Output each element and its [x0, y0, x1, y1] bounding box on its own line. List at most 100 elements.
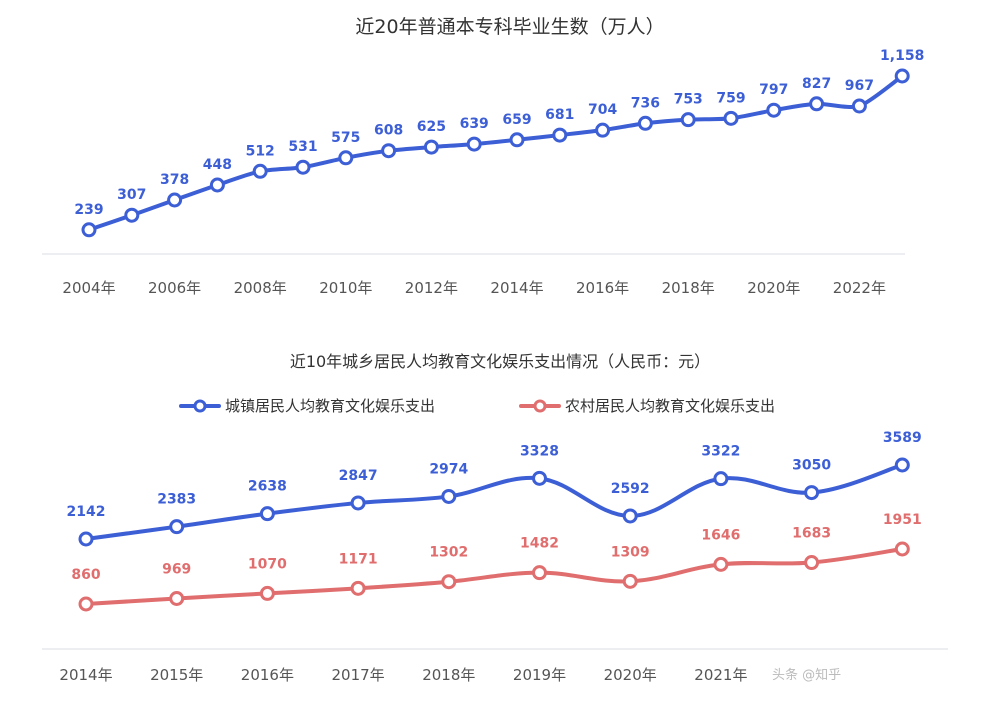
chart2-data-label: 2638 [248, 479, 287, 495]
chart1-title: 近20年普通本专科毕业生数（万人） [355, 16, 664, 38]
chart1-data-label: 378 [160, 172, 189, 188]
chart1-point[interactable] [295, 159, 311, 175]
chart2-data-label: 1302 [429, 545, 468, 561]
chart2-data-label: 860 [71, 567, 100, 583]
chart1-point[interactable] [167, 192, 183, 208]
chart1-x-tick: 2014年 [490, 279, 543, 297]
chart2-point[interactable] [169, 591, 185, 607]
chart2-point[interactable] [259, 506, 275, 522]
chart1-data-label: 1,158 [880, 48, 924, 64]
chart1-data-label: 575 [331, 130, 360, 146]
chart2-point[interactable] [78, 596, 94, 612]
chart2-data-label: 2142 [67, 504, 106, 520]
chart1-point[interactable] [124, 207, 140, 223]
chart1-data-label: 239 [74, 202, 103, 218]
chart1-point[interactable] [637, 115, 653, 131]
chart2-x-tick: 2021年 [694, 666, 747, 684]
chart1-point[interactable] [509, 132, 525, 148]
chart2-data-label: 1171 [339, 551, 378, 567]
chart1-data-label: 736 [631, 95, 660, 111]
chart2-points [78, 457, 910, 612]
chart2-data-label: 1309 [611, 544, 650, 560]
chart2-legend: 城镇居民人均教育文化娱乐支出 农村居民人均教育文化娱乐支出 [179, 397, 775, 415]
chart1-point[interactable] [851, 98, 867, 114]
chart1-x-tick: 2012年 [405, 279, 458, 297]
chart2-x-tick: 2020年 [604, 666, 657, 684]
chart1-data-label: 625 [417, 119, 446, 135]
chart1-point[interactable] [381, 143, 397, 159]
chart2-point[interactable] [622, 508, 638, 524]
chart2-data-label: 3328 [520, 443, 559, 459]
chart1-point[interactable] [338, 150, 354, 166]
chart2-x-ticks: 2014年 2015年 2016年 2017年 2018年 2019年 2020年 2021年 [59, 666, 747, 684]
chart1-data-label: 759 [716, 90, 745, 106]
chart1-x-ticks: 2004年 2006年 2008年 2010年 2012年 2014年 2016年 2018年… [62, 279, 886, 297]
chart2-data-label: 2592 [611, 481, 650, 497]
chart1-point[interactable] [680, 112, 696, 128]
chart2-point[interactable] [441, 574, 457, 590]
chart1-point[interactable] [252, 163, 268, 179]
chart2-point[interactable] [894, 541, 910, 557]
chart2-data-label: 1482 [520, 536, 559, 552]
legend-rural-marker [533, 399, 547, 413]
chart1-point[interactable] [552, 127, 568, 143]
chart1-point[interactable] [466, 136, 482, 152]
chart1-point[interactable] [766, 102, 782, 118]
chart2-x-tick: 2019年 [513, 666, 566, 684]
chart1-point[interactable] [809, 96, 825, 112]
chart2-data-label: 2383 [157, 492, 196, 508]
chart1-data-label: 531 [288, 139, 317, 155]
legend-item-rural[interactable]: 农村居民人均教育文化娱乐支出 [519, 397, 775, 415]
chart2-point[interactable] [350, 580, 366, 596]
chart1-data-label: 704 [588, 102, 617, 118]
chart1-x-tick: 2006年 [148, 279, 201, 297]
chart2-point[interactable] [804, 485, 820, 501]
chart2-point[interactable] [350, 495, 366, 511]
chart1-data-label: 967 [845, 78, 874, 94]
chart1-point[interactable] [423, 139, 439, 155]
chart1-point[interactable] [209, 177, 225, 193]
chart1-data-label: 681 [545, 107, 574, 123]
chart2-x-tick: 2016年 [241, 666, 294, 684]
chart1-data-label: 659 [502, 112, 531, 128]
chart2-data-label: 2847 [339, 468, 378, 484]
chart2-point[interactable] [713, 556, 729, 572]
chart2-point[interactable] [804, 555, 820, 571]
chart1-x-tick: 2016年 [576, 279, 629, 297]
chart2-data-label: 1070 [248, 556, 287, 572]
chart2-data-label: 969 [162, 562, 191, 578]
legend-urban-marker [193, 399, 207, 413]
chart2-point[interactable] [532, 565, 547, 581]
chart2-point[interactable] [441, 488, 457, 504]
chart2-data-label: 1646 [701, 527, 740, 543]
chart1-x-tick: 2022年 [833, 279, 886, 297]
chart2-point[interactable] [894, 457, 910, 473]
legend-item-urban[interactable]: 城镇居民人均教育文化娱乐支出 [179, 397, 435, 415]
chart2-x-tick: 2017年 [332, 666, 385, 684]
watermark: 头条 @知乎 [772, 667, 841, 683]
chart2-point[interactable] [622, 573, 638, 589]
legend-urban-label: 城镇居民人均教育文化娱乐支出 [225, 397, 435, 415]
chart2-urban-line [84, 463, 905, 541]
chart2-point[interactable] [259, 585, 275, 601]
chart1-point[interactable] [894, 68, 910, 84]
chart2-x-tick: 2014年 [59, 666, 112, 684]
chart2-x-tick: 2018年 [422, 666, 475, 684]
chart2-point[interactable] [713, 471, 729, 487]
legend-rural-label: 农村居民人均教育文化娱乐支出 [565, 397, 775, 415]
chart1-data-label: 753 [674, 92, 703, 108]
chart1-x-tick: 2010年 [319, 279, 372, 297]
chart-graduates: 近20年普通本专科毕业生数（万人） 2004年 2006年 2008年 2010年 20… [42, 16, 924, 297]
chart1-point[interactable] [723, 110, 739, 126]
chart2-title: 近10年城乡居民人均教育文化娱乐支出情况（人民币：元） [290, 352, 710, 371]
chart2-point[interactable] [532, 470, 547, 486]
chart1-point[interactable] [595, 122, 611, 138]
chart2-data-label: 3589 [883, 430, 922, 446]
chart1-x-tick: 2020年 [747, 279, 800, 297]
chart2-point[interactable] [78, 531, 94, 547]
chart1-point[interactable] [81, 222, 97, 238]
chart2-point[interactable] [169, 519, 185, 535]
chart1-series-line [87, 74, 905, 232]
chart1-x-tick: 2018年 [662, 279, 715, 297]
